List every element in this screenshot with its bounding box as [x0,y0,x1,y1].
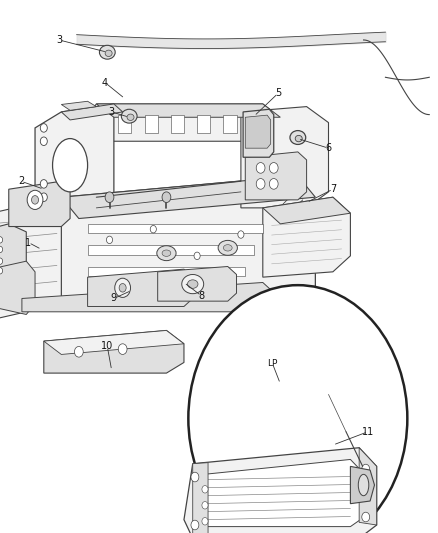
Polygon shape [35,104,114,205]
Polygon shape [350,466,374,504]
Text: 10: 10 [101,342,113,351]
Ellipse shape [106,236,113,244]
Ellipse shape [118,344,127,354]
Text: 1: 1 [25,238,32,247]
Text: 3: 3 [109,107,115,117]
Ellipse shape [295,135,302,142]
Ellipse shape [223,245,232,251]
Text: 6: 6 [325,143,332,153]
Text: 3: 3 [56,35,62,45]
Polygon shape [184,448,377,533]
Polygon shape [61,176,315,219]
Ellipse shape [74,346,83,357]
Polygon shape [223,115,237,133]
Ellipse shape [162,250,171,256]
Polygon shape [88,266,245,276]
Ellipse shape [358,474,369,496]
Polygon shape [22,282,272,312]
Ellipse shape [191,520,199,530]
Polygon shape [197,115,210,133]
Polygon shape [193,463,208,533]
Polygon shape [88,269,193,306]
Ellipse shape [119,284,126,292]
Ellipse shape [182,274,204,294]
Ellipse shape [202,518,208,525]
Polygon shape [0,224,26,280]
Text: 2: 2 [18,176,24,186]
Polygon shape [250,115,263,133]
Ellipse shape [256,179,265,189]
Ellipse shape [218,240,237,255]
Text: 8: 8 [198,291,205,301]
Text: 7: 7 [330,184,336,194]
Polygon shape [61,104,123,120]
Ellipse shape [105,50,112,56]
Text: LP: LP [267,359,278,368]
Polygon shape [243,109,274,157]
Ellipse shape [290,131,306,144]
Ellipse shape [40,137,47,146]
Ellipse shape [40,124,47,132]
Polygon shape [0,197,61,320]
Ellipse shape [150,225,156,233]
Text: 4: 4 [102,78,108,87]
Ellipse shape [256,163,265,173]
Polygon shape [79,104,280,141]
Ellipse shape [269,163,278,173]
Ellipse shape [162,192,171,203]
Text: 11: 11 [362,427,374,437]
Polygon shape [96,104,280,117]
Ellipse shape [194,252,200,260]
Ellipse shape [202,486,208,493]
Ellipse shape [157,246,176,261]
Ellipse shape [115,278,131,297]
Ellipse shape [99,45,115,59]
Polygon shape [44,330,184,354]
Ellipse shape [105,192,114,203]
Ellipse shape [202,502,208,509]
Ellipse shape [362,512,370,522]
Polygon shape [245,115,271,148]
Ellipse shape [0,268,3,274]
Ellipse shape [32,196,39,204]
Polygon shape [9,181,70,227]
Polygon shape [241,107,328,208]
Polygon shape [245,152,307,200]
Ellipse shape [191,472,199,482]
Polygon shape [88,245,254,255]
Ellipse shape [40,193,47,201]
Polygon shape [0,261,35,314]
Polygon shape [263,197,350,224]
Ellipse shape [121,109,137,123]
Polygon shape [61,176,315,304]
Polygon shape [158,266,237,301]
Ellipse shape [0,258,3,264]
Ellipse shape [27,190,43,209]
Text: 5: 5 [275,88,281,98]
Polygon shape [44,330,184,373]
Ellipse shape [40,180,47,188]
Circle shape [188,285,407,533]
Ellipse shape [238,231,244,238]
Polygon shape [88,224,263,233]
Polygon shape [61,101,96,110]
Ellipse shape [53,139,88,192]
Polygon shape [359,448,377,525]
Polygon shape [171,115,184,133]
Ellipse shape [127,114,134,120]
Ellipse shape [0,237,3,243]
Polygon shape [118,115,131,133]
Polygon shape [263,197,350,277]
Ellipse shape [187,280,198,288]
Polygon shape [145,115,158,133]
Ellipse shape [269,179,278,189]
Text: 9: 9 [111,294,117,303]
Ellipse shape [0,246,3,253]
Ellipse shape [362,464,370,474]
Polygon shape [195,459,366,527]
